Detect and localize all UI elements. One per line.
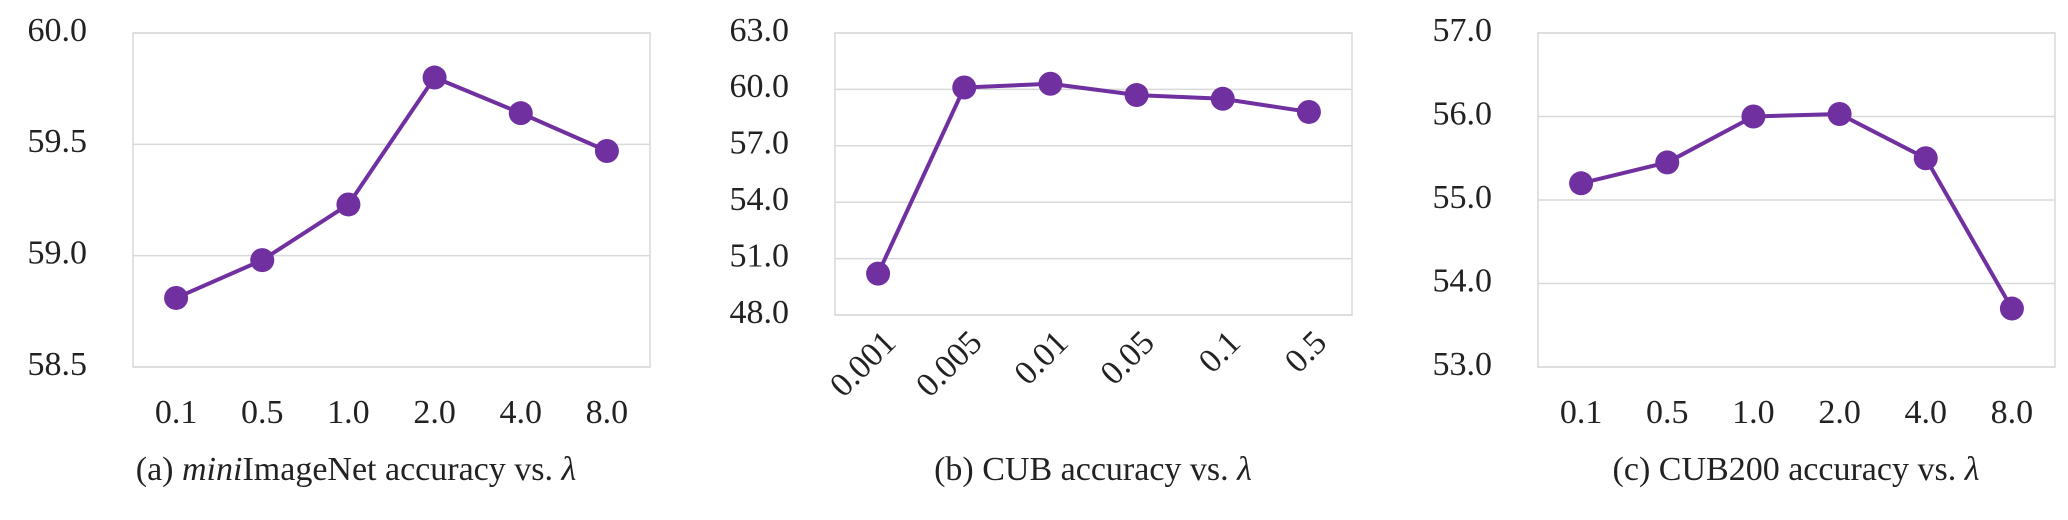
x-tick-label: 4.0 (1905, 394, 1948, 431)
point (164, 285, 189, 310)
caption: (a) miniImageNet accuracy vs. λ (136, 451, 577, 488)
line (1580, 111, 2014, 310)
y-tick-label: 59.0 (28, 234, 88, 271)
plot-frame (834, 32, 1353, 316)
point (1210, 86, 1235, 111)
x-tick-label: 0.001 (823, 324, 903, 404)
x-tick-label: 0.5 (1646, 394, 1689, 431)
point (1913, 146, 1938, 171)
caption-part: (b) CUB accuracy vs. (934, 451, 1237, 488)
y-tick-label: 59.5 (28, 123, 88, 160)
y-tick-label: 60.0 (28, 12, 88, 49)
point (1827, 101, 1852, 126)
point (1655, 150, 1680, 175)
point (1999, 296, 2024, 321)
point (594, 139, 619, 164)
caption-part: λ (1964, 451, 1980, 488)
x-tick-label: 0.1 (155, 394, 198, 431)
point (866, 261, 891, 286)
x-tick-label: 0.05 (1094, 324, 1162, 392)
x-tick-label: 0.01 (1007, 324, 1075, 392)
x-tick-label: 8.0 (586, 394, 629, 431)
y-tick-label: 63.0 (730, 12, 790, 49)
caption-part: (c) CUB200 accuracy vs. (1613, 451, 1965, 488)
point (336, 192, 361, 217)
point (1741, 104, 1766, 129)
x-tick-label: 8.0 (1991, 394, 2034, 431)
y-tick-label: 53.0 (1433, 346, 1493, 383)
caption-part: mini (182, 451, 242, 488)
line (175, 75, 608, 300)
y-tick-label: 54.0 (730, 181, 790, 218)
x-tick-label: 0.1 (1192, 324, 1248, 380)
caption: (b) CUB accuracy vs. λ (934, 451, 1252, 488)
x-tick-label: 0.005 (909, 324, 989, 404)
point (250, 248, 275, 273)
y-tick-label: 57.0 (730, 125, 790, 162)
y-tick-label: 51.0 (730, 237, 790, 274)
point (952, 75, 977, 100)
point (1124, 83, 1149, 108)
plot-frame (132, 32, 651, 368)
point (1038, 71, 1063, 96)
x-tick-label: 1.0 (327, 394, 370, 431)
x-tick-label: 0.5 (1278, 324, 1334, 380)
point (422, 65, 447, 90)
y-tick-label: 54.0 (1433, 262, 1493, 299)
caption-part: λ (1236, 451, 1252, 488)
y-tick-label: 56.0 (1433, 95, 1493, 132)
y-tick-label: 60.0 (730, 68, 790, 105)
point (1296, 99, 1321, 124)
caption-part: λ (561, 451, 577, 488)
y-tick-label: 48.0 (730, 294, 790, 331)
point (508, 101, 533, 126)
x-tick-label: 4.0 (500, 394, 543, 431)
line (876, 81, 1310, 275)
y-tick-label: 58.5 (28, 346, 88, 383)
y-tick-label: 57.0 (1433, 12, 1493, 49)
point (1569, 171, 1594, 196)
x-tick-label: 2.0 (413, 394, 456, 431)
caption: (c) CUB200 accuracy vs. λ (1613, 451, 1980, 488)
x-tick-label: 2.0 (1818, 394, 1861, 431)
caption-part: ImageNet accuracy vs. (242, 451, 561, 488)
y-tick-label: 55.0 (1433, 179, 1493, 216)
caption-part: (a) (136, 451, 182, 488)
x-tick-label: 0.5 (241, 394, 284, 431)
x-tick-label: 1.0 (1732, 394, 1775, 431)
x-tick-label: 0.1 (1560, 394, 1603, 431)
